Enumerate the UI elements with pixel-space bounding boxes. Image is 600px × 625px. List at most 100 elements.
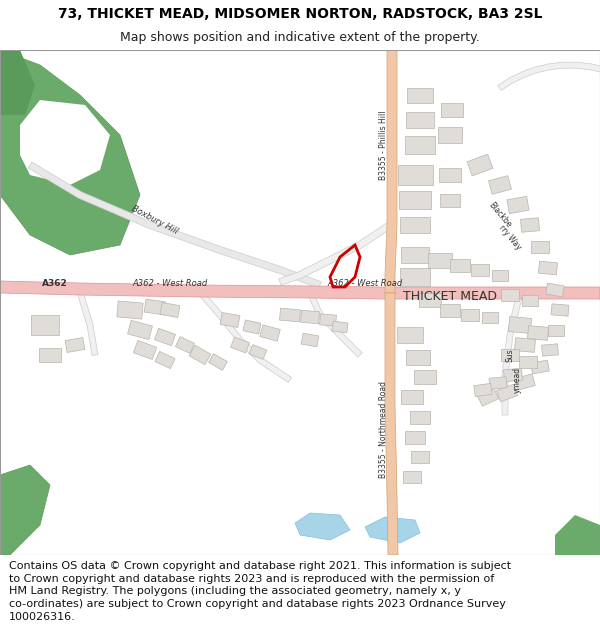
- Bar: [154, 328, 176, 346]
- Text: HM Land Registry. The polygons (including the associated geometry, namely x, y: HM Land Registry. The polygons (includin…: [9, 586, 461, 596]
- Bar: [405, 431, 425, 444]
- Bar: [414, 370, 436, 384]
- Polygon shape: [0, 465, 50, 555]
- Bar: [189, 345, 211, 365]
- Bar: [539, 261, 557, 275]
- Bar: [230, 337, 250, 353]
- Text: B3355 - Phillis Hill: B3355 - Phillis Hill: [379, 110, 388, 180]
- Bar: [441, 103, 463, 117]
- Bar: [531, 241, 549, 253]
- Bar: [39, 348, 61, 362]
- Bar: [508, 317, 532, 333]
- Bar: [440, 194, 460, 206]
- Bar: [410, 411, 430, 424]
- Bar: [260, 325, 280, 341]
- Bar: [155, 351, 175, 369]
- Bar: [280, 308, 301, 322]
- Polygon shape: [0, 50, 35, 115]
- Bar: [501, 349, 519, 361]
- Bar: [522, 294, 538, 306]
- Polygon shape: [198, 290, 292, 382]
- Bar: [503, 368, 523, 382]
- Text: 100026316.: 100026316.: [9, 612, 76, 622]
- Bar: [160, 302, 180, 318]
- Text: ymead: ymead: [512, 367, 521, 393]
- Bar: [520, 217, 539, 232]
- Text: THICKET MEAD: THICKET MEAD: [403, 291, 497, 304]
- Bar: [249, 344, 267, 359]
- Bar: [175, 337, 194, 353]
- Bar: [548, 324, 564, 336]
- Bar: [471, 264, 489, 276]
- Bar: [401, 247, 429, 263]
- Bar: [474, 383, 492, 397]
- Bar: [406, 349, 430, 364]
- Bar: [519, 356, 537, 368]
- Bar: [461, 309, 479, 321]
- Bar: [527, 326, 548, 341]
- Bar: [65, 338, 85, 352]
- Text: to Crown copyright and database rights 2023 and is reproduced with the permissio: to Crown copyright and database rights 2…: [9, 574, 494, 584]
- Bar: [439, 168, 461, 182]
- Bar: [405, 136, 435, 154]
- Bar: [133, 341, 157, 359]
- Polygon shape: [307, 291, 362, 357]
- Text: Contains OS data © Crown copyright and database right 2021. This information is : Contains OS data © Crown copyright and d…: [9, 561, 511, 571]
- Bar: [220, 312, 240, 328]
- Polygon shape: [555, 515, 600, 555]
- Bar: [482, 311, 498, 322]
- Bar: [440, 304, 460, 316]
- Bar: [401, 390, 423, 404]
- Bar: [243, 320, 261, 334]
- Bar: [478, 388, 499, 406]
- Bar: [398, 165, 433, 185]
- Bar: [438, 127, 462, 143]
- Text: co-ordinates) are subject to Crown copyright and database rights 2023 Ordnance S: co-ordinates) are subject to Crown copyr…: [9, 599, 506, 609]
- Bar: [419, 293, 441, 307]
- Text: A362: A362: [42, 279, 68, 288]
- Polygon shape: [20, 100, 110, 185]
- Bar: [400, 268, 430, 286]
- Bar: [301, 333, 319, 347]
- Bar: [545, 283, 565, 297]
- Bar: [492, 269, 508, 281]
- Text: B3355 - Northmead Road: B3355 - Northmead Road: [379, 381, 388, 479]
- Bar: [496, 384, 518, 402]
- Bar: [406, 112, 434, 128]
- Bar: [551, 304, 569, 316]
- Text: rry Way: rry Way: [497, 222, 523, 251]
- Polygon shape: [385, 50, 397, 293]
- Bar: [515, 374, 535, 390]
- Bar: [411, 451, 429, 463]
- Bar: [144, 299, 166, 315]
- Polygon shape: [498, 62, 600, 91]
- Bar: [403, 471, 421, 483]
- Bar: [514, 338, 536, 352]
- Bar: [320, 314, 337, 326]
- Polygon shape: [77, 291, 98, 356]
- Bar: [397, 327, 423, 343]
- Bar: [489, 377, 507, 389]
- Bar: [501, 289, 519, 301]
- Bar: [407, 88, 433, 103]
- Bar: [507, 196, 529, 214]
- Polygon shape: [502, 292, 523, 415]
- Bar: [428, 253, 452, 268]
- Bar: [399, 191, 431, 209]
- Bar: [31, 315, 59, 335]
- Text: Boxbury Hill: Boxbury Hill: [130, 204, 179, 236]
- Polygon shape: [0, 281, 600, 299]
- Bar: [400, 217, 430, 233]
- Polygon shape: [0, 50, 140, 255]
- Bar: [117, 301, 143, 319]
- Bar: [488, 176, 511, 194]
- Polygon shape: [385, 293, 398, 555]
- Text: Sus: Sus: [505, 348, 515, 362]
- Text: A362 - West Road: A362 - West Road: [133, 279, 208, 288]
- Polygon shape: [365, 517, 420, 543]
- Text: A362 - West Road: A362 - West Road: [328, 279, 403, 288]
- Polygon shape: [28, 162, 321, 288]
- Bar: [467, 154, 493, 176]
- Text: Blackbe: Blackbe: [487, 201, 513, 229]
- Polygon shape: [295, 513, 350, 540]
